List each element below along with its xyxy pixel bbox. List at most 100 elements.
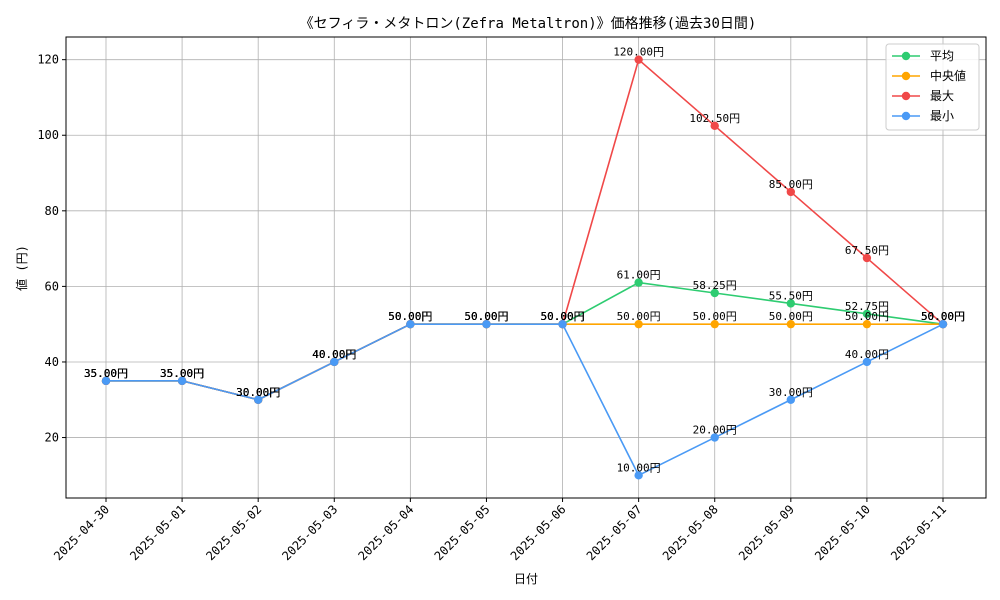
data-label: 52.75円	[845, 300, 889, 313]
data-point	[101, 376, 111, 386]
data-point	[710, 288, 719, 298]
data-label: 35.00円	[84, 367, 128, 380]
data-label-layer: 35.00円 35.00円 30.00円 40.00円 50.00円 50.00円 50.0…	[84, 46, 965, 475]
chart-title: 《セフィラ・メタトロン(Zefra Metaltron)》価格推移(過去30日間…	[300, 16, 757, 32]
x-tick-label: 2025-05-06	[508, 502, 569, 563]
data-label: 102.50円	[689, 112, 740, 125]
data-label: 40.00円	[312, 348, 356, 361]
legend-box	[885, 43, 980, 131]
x-tick-label: 2025-05-04	[355, 502, 416, 563]
data-label: 35.00円	[84, 367, 128, 380]
x-tick-label: 2025-04-30	[51, 502, 112, 563]
data-label: 35.00円	[84, 367, 128, 380]
data-label: 50.00円	[464, 310, 508, 323]
data-label: 50.00円	[921, 310, 965, 323]
series-line	[106, 323, 944, 477]
data-point	[862, 309, 872, 318]
y-tick-label: 120	[37, 53, 59, 67]
series-line	[106, 281, 944, 401]
legend-swatch-marker	[901, 91, 911, 101]
x-tick-label: 2025-05-05	[432, 502, 493, 563]
x-axis-title: 日付	[514, 572, 538, 586]
data-point	[786, 319, 796, 329]
data-label: 30.00円	[236, 386, 280, 399]
data-label: 50.00円	[540, 310, 584, 323]
x-tick-label: 2025-05-11	[888, 502, 949, 563]
data-label: 10.00円	[617, 461, 661, 474]
data-label: 50.00円	[617, 310, 661, 323]
data-label: 50.00円	[540, 310, 584, 323]
series-line	[106, 58, 944, 401]
data-label: 50.00円	[388, 310, 432, 323]
data-label: 50.00円	[769, 310, 813, 323]
y-tick-label: 60	[45, 279, 59, 293]
data-label: 50.00円	[464, 310, 508, 323]
data-point	[177, 376, 187, 386]
data-point	[786, 187, 796, 197]
series-3	[101, 319, 948, 480]
data-label: 20.00円	[693, 424, 737, 437]
legend-swatch-marker	[901, 111, 911, 121]
data-label: 50.00円	[540, 310, 584, 323]
data-point	[938, 319, 948, 329]
data-label: 50.00円	[921, 310, 965, 323]
data-label: 40.00円	[312, 348, 356, 361]
data-point	[558, 319, 567, 329]
data-label: 50.00円	[921, 310, 965, 323]
plot-frame	[65, 36, 987, 499]
data-point	[634, 319, 643, 329]
legend-swatch-marker	[901, 71, 911, 81]
y-tick-label: 100	[37, 128, 59, 142]
data-label: 30.00円	[236, 386, 280, 399]
data-point	[634, 55, 643, 64]
data-point	[634, 471, 643, 480]
data-label: 50.00円	[388, 310, 432, 323]
data-label: 35.00円	[160, 367, 204, 380]
data-point	[406, 319, 415, 329]
y-tick-label: 80	[45, 204, 59, 218]
data-point	[710, 433, 719, 442]
data-label: 40.00円	[312, 348, 356, 361]
y-axis-title: 値 (円)	[14, 245, 29, 291]
data-point	[634, 278, 643, 287]
data-label: 35.00円	[84, 367, 128, 380]
data-label: 50.00円	[540, 310, 584, 323]
grid-layer	[66, 37, 986, 498]
data-point	[786, 395, 796, 404]
data-label: 50.00円	[845, 310, 889, 323]
data-label: 58.25円	[693, 279, 737, 292]
data-label: 50.00円	[693, 310, 737, 323]
legend-label: 最大	[930, 89, 954, 103]
x-tick-label: 2025-05-07	[584, 502, 645, 563]
legend-label: 中央値	[930, 68, 966, 83]
x-tick-label: 2025-05-08	[660, 502, 721, 563]
series-2	[101, 55, 948, 404]
x-tick-label: 2025-05-02	[203, 502, 264, 563]
data-label: 30.00円	[236, 386, 280, 399]
data-label: 50.00円	[388, 310, 432, 323]
data-label: 50.00円	[388, 310, 432, 323]
x-tick-label: 2025-05-01	[127, 502, 188, 563]
series-layer	[101, 55, 948, 480]
data-point	[482, 319, 491, 329]
data-label: 50.00円	[921, 310, 965, 323]
data-label: 85.00円	[769, 178, 813, 191]
data-point	[786, 299, 796, 308]
data-point	[253, 395, 263, 404]
data-label: 40.00円	[312, 348, 356, 361]
data-label: 50.00円	[464, 310, 508, 323]
data-label: 40.00円	[845, 348, 889, 361]
data-label: 30.00円	[769, 386, 813, 399]
y-tick-label: 20	[45, 431, 59, 445]
data-point	[862, 357, 872, 367]
legend-swatch-marker	[901, 51, 911, 61]
data-point	[862, 253, 872, 263]
data-point	[710, 319, 719, 329]
data-label: 35.00円	[160, 367, 204, 380]
legend-label: 最小	[930, 109, 954, 123]
data-label: 50.00円	[464, 310, 508, 323]
x-tick-label: 2025-05-09	[736, 502, 797, 563]
